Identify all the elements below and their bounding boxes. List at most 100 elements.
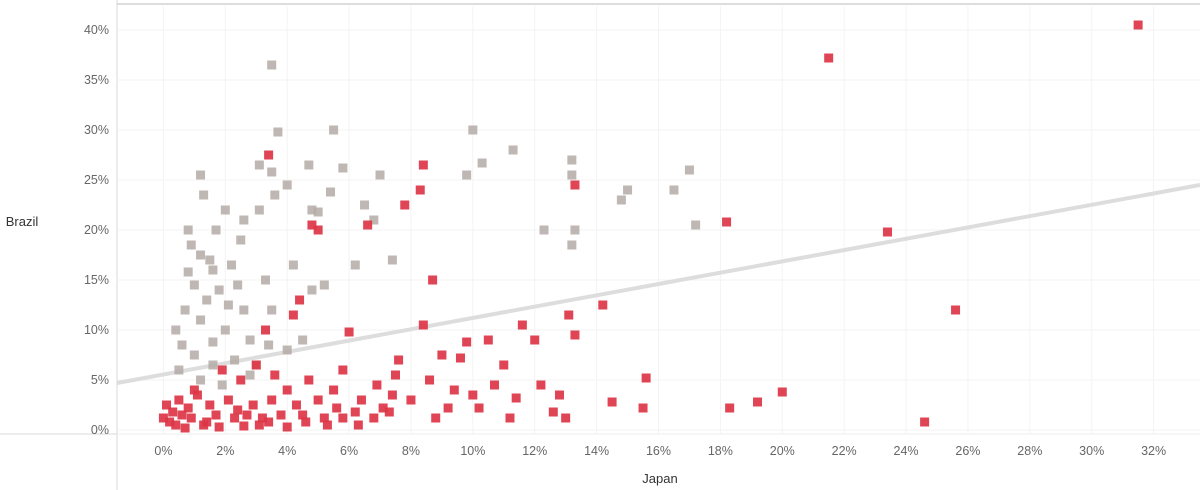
data-point-highlight[interactable] [322,420,332,430]
data-point-highlight[interactable] [548,407,558,417]
data-point-highlight[interactable] [239,421,249,431]
data-point-other[interactable] [508,145,518,155]
data-point-other[interactable] [196,375,206,385]
data-point-highlight[interactable] [570,330,580,340]
data-point-highlight[interactable] [214,422,224,432]
data-point-other[interactable] [199,190,209,200]
data-point-other[interactable] [171,325,181,335]
data-point-highlight[interactable] [722,217,732,227]
data-point-other[interactable] [539,225,549,235]
data-point-other[interactable] [261,275,271,285]
data-point-highlight[interactable] [607,397,617,407]
data-point-other[interactable] [196,250,206,260]
data-point-highlight[interactable] [369,413,379,423]
data-point-highlight[interactable] [824,53,834,63]
data-point-other[interactable] [307,205,317,215]
data-point-highlight[interactable] [400,200,410,210]
data-point-other[interactable] [223,300,233,310]
data-point-highlight[interactable] [505,413,515,423]
data-point-highlight[interactable] [570,180,580,190]
data-point-highlight[interactable] [158,413,168,423]
data-point-highlight[interactable] [350,407,360,417]
data-point-other[interactable] [468,125,478,135]
data-point-other[interactable] [264,340,274,350]
data-point-highlight[interactable] [332,403,342,413]
data-point-highlight[interactable] [264,150,274,160]
data-point-other[interactable] [319,280,329,290]
data-point-highlight[interactable] [257,413,267,423]
data-point-highlight[interactable] [307,220,317,230]
data-point-highlight[interactable] [295,295,305,305]
data-point-other[interactable] [616,195,626,205]
data-point-other[interactable] [360,200,370,210]
data-point-other[interactable] [282,345,292,355]
data-point-other[interactable] [230,355,240,365]
data-point-other[interactable] [183,225,193,235]
data-point-other[interactable] [233,280,243,290]
data-point-other[interactable] [567,170,577,180]
data-point-highlight[interactable] [1133,20,1143,30]
data-point-highlight[interactable] [180,423,190,433]
data-point-other[interactable] [326,187,336,197]
data-point-highlight[interactable] [777,387,787,397]
data-point-highlight[interactable] [468,390,478,400]
data-point-highlight[interactable] [517,320,527,330]
data-point-highlight[interactable] [223,395,233,405]
data-point-highlight[interactable] [483,335,493,345]
data-point-highlight[interactable] [356,395,366,405]
data-point-highlight[interactable] [183,403,193,413]
data-point-other[interactable] [220,325,230,335]
data-point-highlight[interactable] [171,420,181,430]
data-point-other[interactable] [189,350,199,360]
data-point-highlight[interactable] [490,380,500,390]
data-point-highlight[interactable] [387,390,397,400]
data-point-other[interactable] [208,360,218,370]
data-point-highlight[interactable] [189,385,199,395]
data-point-highlight[interactable] [390,370,400,380]
data-point-highlight[interactable] [288,310,298,320]
data-point-other[interactable] [304,160,314,170]
data-point-other[interactable] [196,315,206,325]
data-point-highlight[interactable] [418,320,428,330]
data-point-highlight[interactable] [248,400,258,410]
data-point-highlight[interactable] [406,395,416,405]
data-point-other[interactable] [691,220,701,230]
data-point-highlight[interactable] [313,395,323,405]
data-point-highlight[interactable] [230,413,240,423]
data-point-highlight[interactable] [254,420,264,430]
data-point-highlight[interactable] [233,405,243,415]
data-point-other[interactable] [211,225,221,235]
data-point-highlight[interactable] [304,375,314,385]
data-point-other[interactable] [567,240,577,250]
data-point-highlight[interactable] [384,407,394,417]
data-point-other[interactable] [196,170,206,180]
data-point-highlight[interactable] [536,380,546,390]
data-point-other[interactable] [183,267,193,277]
data-point-other[interactable] [338,163,348,173]
data-point-highlight[interactable] [168,407,178,417]
data-point-highlight[interactable] [428,275,438,285]
data-point-highlight[interactable] [338,413,348,423]
data-point-other[interactable] [267,167,277,177]
data-point-other[interactable] [267,60,277,70]
data-point-highlight[interactable] [251,360,261,370]
data-point-highlight[interactable] [338,365,348,375]
data-point-other[interactable] [669,185,679,195]
data-point-highlight[interactable] [437,350,447,360]
data-point-other[interactable] [567,155,577,165]
data-point-other[interactable] [205,255,215,265]
data-point-other[interactable] [623,185,633,195]
data-point-highlight[interactable] [641,373,651,383]
data-point-highlight[interactable] [301,417,311,427]
data-point-other[interactable] [313,207,323,217]
data-point-highlight[interactable] [202,417,212,427]
data-point-highlight[interactable] [415,185,425,195]
data-point-highlight[interactable] [394,355,404,365]
data-point-other[interactable] [239,305,249,315]
data-point-other[interactable] [298,335,308,345]
data-point-other[interactable] [214,285,224,295]
data-point-highlight[interactable] [951,305,961,315]
data-point-highlight[interactable] [298,410,308,420]
data-point-other[interactable] [226,260,236,270]
data-point-other[interactable] [350,260,360,270]
